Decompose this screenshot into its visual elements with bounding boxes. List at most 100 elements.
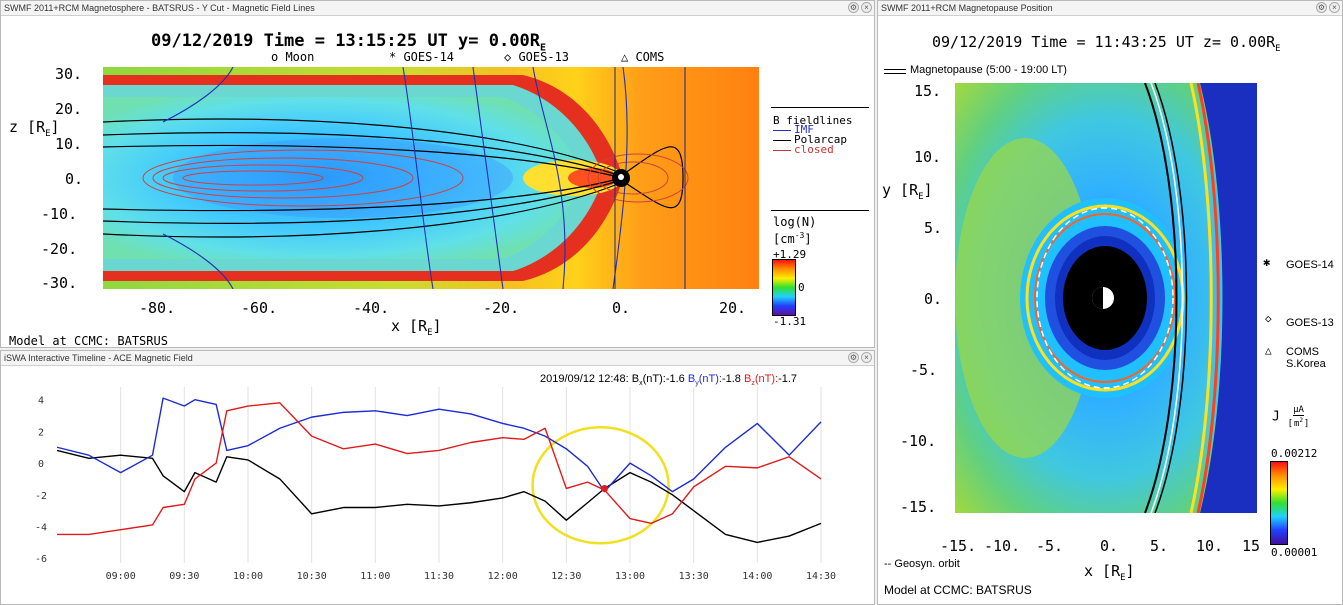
magnetopause-legend: Magnetopause (5:00 - 19:00 LT) xyxy=(910,64,1067,76)
closed-swatch xyxy=(773,150,791,151)
magnetosphere-density-plot[interactable] xyxy=(103,67,759,289)
y-tick-label: 4 xyxy=(38,396,44,407)
magnetosphere-close-button[interactable]: × xyxy=(861,2,872,13)
current-label-text: J xyxy=(1272,409,1280,425)
magnetopause-legend-line xyxy=(884,69,906,74)
x-tick-label: 09:30 xyxy=(169,571,199,582)
mp-ytick: 15. xyxy=(914,82,942,100)
bz-unit: (nT): xyxy=(754,373,779,385)
fieldlines-title: B fieldlines xyxy=(773,114,853,127)
current-unit-den: m xyxy=(1293,419,1300,429)
bx-unit: (nT): xyxy=(642,373,666,385)
density-colorbar-mid: 0 xyxy=(798,281,805,294)
magnetopause-titlebar[interactable]: SWMF 2011+RCM Magnetopause Position ⚙ × xyxy=(878,1,1342,16)
gear-icon: ⚙ xyxy=(849,3,858,12)
magnetopause-xlabel-end: ] xyxy=(1125,562,1135,580)
timeline-panel: iSWA Interactive Timeline - ACE Magnetic… xyxy=(0,350,875,605)
magnetopause-xlabel-sub: E xyxy=(1120,573,1126,583)
magnetosphere-settings-button[interactable]: ⚙ xyxy=(848,2,859,13)
mp-ytick: 10. xyxy=(914,148,942,166)
goes14-label: GOES-14 xyxy=(1286,259,1334,271)
mag-ytick: 30. xyxy=(55,65,83,83)
magnetosphere-header-text: 09/12/2019 Time = 13:15:25 UT y= 0.00R xyxy=(151,31,540,51)
magnetosphere-ylabel-sub: E xyxy=(45,129,51,139)
magnetopause-settings-button[interactable]: ⚙ xyxy=(1316,2,1327,13)
magnetosphere-titlebar[interactable]: SWMF 2011+RCM Magnetosphere - BATSRUS - … xyxy=(1,1,874,16)
series-line-bx xyxy=(56,449,822,544)
moon-legend: o Moon xyxy=(271,50,315,64)
x-tick-label: 13:30 xyxy=(679,571,709,582)
y-tick-label: 2 xyxy=(38,427,44,438)
bz-value: -1.7 xyxy=(778,373,798,385)
mag-ytick: -10. xyxy=(41,205,78,223)
mag-xtick: 20. xyxy=(719,299,747,317)
mp-xtick: 15 xyxy=(1242,537,1261,555)
mp-ytick: 0. xyxy=(924,290,943,308)
magnetosphere-title: SWMF 2011+RCM Magnetosphere - BATSRUS - … xyxy=(4,3,315,13)
fieldlines-divider xyxy=(771,107,869,108)
y-tick-label: 0 xyxy=(38,459,44,470)
x-tick-label: 10:00 xyxy=(233,571,263,582)
x-tick-label: 12:00 xyxy=(488,571,518,582)
geosyn-orbit-legend: -- Geosyn. orbit xyxy=(884,558,960,570)
timeline-titlebar[interactable]: iSWA Interactive Timeline - ACE Magnetic… xyxy=(1,351,874,366)
cursor-marker xyxy=(601,484,609,492)
series-line-by xyxy=(56,397,822,493)
mag-ytick: 0. xyxy=(65,170,84,188)
magnetopause-xlabel-text: x [R xyxy=(1084,562,1121,580)
magnetosphere-xlabel: x [RE] xyxy=(391,317,442,338)
ace-magnetic-field-chart[interactable]: 09:00 09:30 10:00 10:30 11:00 11:30 12:00 12:30… xyxy=(1,387,874,605)
timeline-close-button[interactable]: × xyxy=(861,352,872,363)
mag-ytick: 10. xyxy=(55,135,83,153)
x-tick-label: 11:30 xyxy=(424,571,454,582)
mp-xtick: -15. xyxy=(940,537,977,555)
magnetosphere-header: 09/12/2019 Time = 13:15:25 UT y= 0.00RE xyxy=(151,31,546,53)
mp-xtick: -5. xyxy=(1036,537,1064,555)
magnetopause-ylabel-end: ] xyxy=(923,181,933,199)
mp-ytick: -5. xyxy=(910,361,938,379)
magnetosphere-xlabel-end: ] xyxy=(432,317,442,335)
x-tick-label: 11:00 xyxy=(360,571,390,582)
magnetopause-ylabel: y [RE] xyxy=(882,181,933,202)
by-value: -1.8 xyxy=(721,373,741,385)
readout-bz: Bz(nT): xyxy=(743,373,779,388)
bx-value: -1.6 xyxy=(665,373,685,385)
polarcap-swatch xyxy=(773,140,791,141)
fieldlines-closed: closed xyxy=(794,143,834,156)
density-unit-end: ] xyxy=(804,232,812,246)
magnetopause-ylabel-text: y [R xyxy=(882,181,919,199)
magnetopause-current-plot[interactable] xyxy=(955,83,1257,513)
x-tick-label: 10:30 xyxy=(297,571,327,582)
current-unit: [μA m2] xyxy=(1287,405,1310,429)
magnetopause-close-button[interactable]: × xyxy=(1329,2,1340,13)
colorbar-divider xyxy=(771,210,869,211)
close-icon: × xyxy=(864,3,869,12)
bx-label: B xyxy=(631,373,640,385)
x-tick-label: 09:00 xyxy=(106,571,136,582)
gear-icon: ⚙ xyxy=(849,353,858,362)
readout-time: 2019/09/12 12:48: xyxy=(540,373,629,385)
fieldlines-polarcap: Polarcap xyxy=(794,133,847,146)
bz-label: B xyxy=(743,373,752,385)
x-tick-label: 14:30 xyxy=(806,571,836,582)
magnetopause-title: SWMF 2011+RCM Magnetopause Position xyxy=(881,3,1053,13)
y-tick-label: -6 xyxy=(35,554,47,565)
y-tick-label: -2 xyxy=(35,491,47,502)
current-colorbar-min: 0.00001 xyxy=(1271,546,1318,559)
coms-label-2: S.Korea xyxy=(1286,358,1326,370)
mag-xtick: -20. xyxy=(483,299,520,317)
magnetosphere-ylabel-text: z [R xyxy=(9,118,46,136)
current-colorbar-max: 0.00212 xyxy=(1271,447,1318,460)
close-icon: × xyxy=(1332,3,1337,12)
timeline-settings-button[interactable]: ⚙ xyxy=(848,352,859,363)
close-icon: × xyxy=(864,353,869,362)
imf-swatch xyxy=(773,130,791,131)
density-colorbar xyxy=(772,259,796,316)
goes14-legend: * GOES-14 xyxy=(389,50,455,64)
coms-legend: △ COMS xyxy=(621,50,665,64)
bx-sub: x xyxy=(639,380,643,388)
mag-xtick: 0. xyxy=(612,299,631,317)
goes13-marker-icon: ◇ xyxy=(1265,312,1272,325)
x-tick-label: 12:30 xyxy=(551,571,581,582)
bz-sub: z xyxy=(751,380,755,388)
